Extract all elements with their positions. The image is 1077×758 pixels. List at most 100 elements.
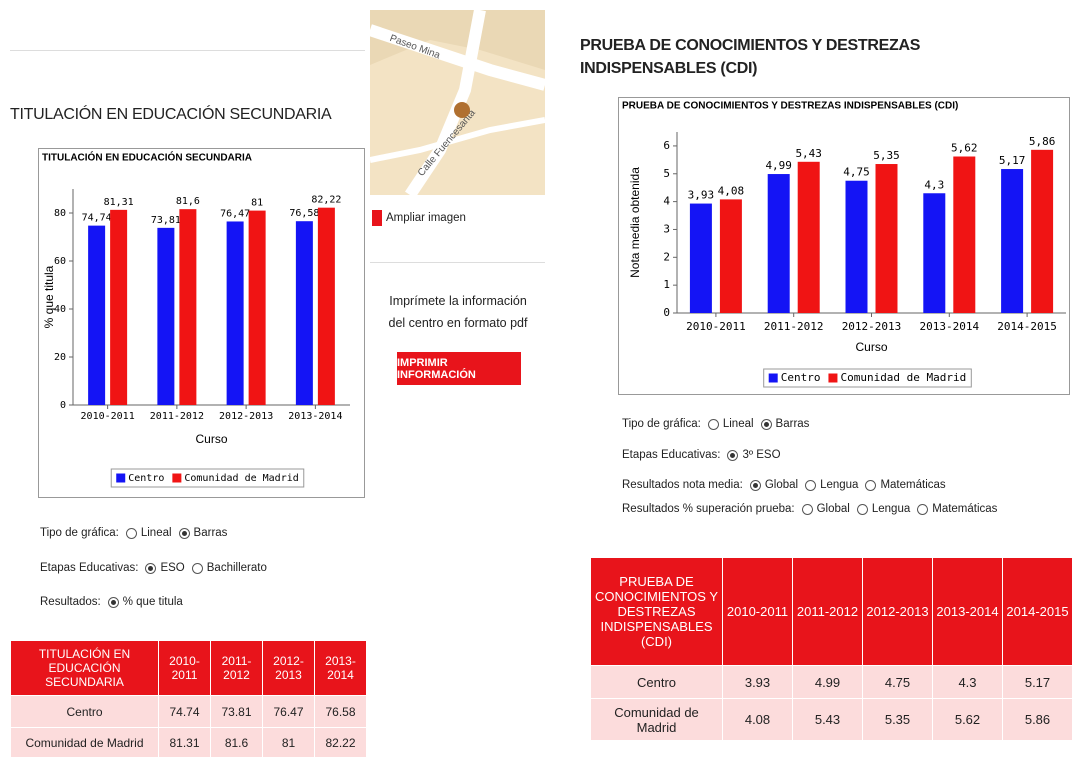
radio-label[interactable]: 3º ESO bbox=[742, 449, 781, 461]
chart-title: TITULACIÓN EN EDUCACIÓN SECUNDARIA bbox=[42, 151, 252, 164]
value-label: 4,3 bbox=[924, 178, 944, 191]
x-tick-label: 2011-2012 bbox=[764, 320, 824, 333]
radio-label[interactable]: Bachillerato bbox=[206, 562, 267, 574]
table-cell: 3.93 bbox=[722, 665, 793, 699]
bar bbox=[719, 199, 742, 313]
header-cell: 2010-2011 bbox=[158, 640, 211, 696]
value-label: 5,62 bbox=[951, 142, 978, 155]
print-button[interactable]: IMPRIMIR INFORMACIÓN bbox=[397, 352, 521, 385]
header-row: PRUEBA DE CONOCIMIENTOS Y DESTREZAS INDI… bbox=[590, 557, 1073, 666]
radio[interactable] bbox=[727, 449, 739, 461]
option-row: Etapas Educativas: 3º ESO bbox=[622, 449, 781, 461]
radio[interactable] bbox=[865, 479, 877, 491]
data-table: PRUEBA DE CONOCIMIENTOS Y DESTREZAS INDI… bbox=[590, 557, 1073, 741]
bar bbox=[179, 209, 197, 405]
radio[interactable] bbox=[805, 479, 817, 491]
table-row: Centro 74.74 73.81 76.47 76.58 bbox=[10, 695, 367, 728]
radio-label[interactable]: Lineal bbox=[722, 418, 754, 430]
bar bbox=[110, 209, 128, 405]
divider bbox=[10, 50, 365, 51]
radio-label[interactable]: Lineal bbox=[140, 527, 172, 539]
header-cell: 2013-2014 bbox=[932, 557, 1003, 666]
y-tick-label: 4 bbox=[663, 195, 670, 208]
option-label: Resultados: bbox=[40, 596, 101, 608]
value-label: 5,17 bbox=[999, 154, 1026, 167]
value-label: 73,81 bbox=[151, 215, 181, 226]
option-label: Etapas Educativas: bbox=[40, 562, 139, 574]
option-label: Tipo de gráfica: bbox=[40, 527, 119, 539]
radio-label[interactable]: Matemáticas bbox=[932, 503, 998, 515]
header-cell: 2012-2013 bbox=[862, 557, 933, 666]
option-label: Tipo de gráfica: bbox=[622, 418, 701, 430]
radio-label[interactable]: Global bbox=[764, 479, 799, 491]
radio[interactable] bbox=[125, 527, 137, 539]
radio[interactable] bbox=[145, 562, 157, 574]
value-label: 4,75 bbox=[843, 166, 870, 179]
bar bbox=[317, 207, 335, 405]
radio-label[interactable]: % que titula bbox=[122, 596, 183, 608]
option-row: Resultados % superación prueba: Global Len… bbox=[622, 503, 997, 515]
x-tick-label: 2013-2014 bbox=[919, 320, 979, 333]
bar bbox=[248, 210, 266, 405]
header-cell: TITULACIÓN EN EDUCACIÓN SECUNDARIA bbox=[10, 640, 159, 696]
table-cell: 76.58 bbox=[314, 695, 367, 728]
table-cell: Comunidad de Madrid bbox=[10, 727, 159, 758]
bar bbox=[1031, 149, 1054, 313]
table-cell: 82.22 bbox=[314, 727, 367, 758]
radio[interactable] bbox=[107, 596, 119, 608]
y-tick-label: 1 bbox=[663, 278, 670, 291]
bar bbox=[845, 180, 868, 313]
x-tick-label: 2012-2013 bbox=[219, 411, 273, 422]
map[interactable]: Paseo Mina Calle Fuencesanta bbox=[370, 10, 545, 195]
option-label: Resultados nota media: bbox=[622, 479, 743, 491]
table-cell: 81.6 bbox=[210, 727, 263, 758]
radio-label[interactable]: Lengua bbox=[820, 479, 859, 491]
radio-label[interactable]: Barras bbox=[193, 527, 228, 539]
bar bbox=[295, 221, 313, 405]
table-cell: 76.47 bbox=[262, 695, 315, 728]
radio[interactable] bbox=[917, 503, 929, 515]
print-text: Imprímete la información del centro en f… bbox=[388, 294, 528, 330]
radio[interactable] bbox=[707, 418, 719, 430]
radio-label[interactable]: Global bbox=[816, 503, 850, 515]
bar bbox=[1001, 169, 1024, 313]
section-title: PRUEBA DE CONOCIMIENTOS Y DESTREZAS INDI… bbox=[580, 37, 921, 77]
header-cell: 2012-2013 bbox=[262, 640, 315, 696]
table-cell: 5.86 bbox=[1002, 698, 1073, 741]
radio[interactable] bbox=[856, 503, 868, 515]
header-row: TITULACIÓN EN EDUCACIÓN SECUNDARIA 2010-2… bbox=[10, 640, 367, 696]
radio[interactable] bbox=[760, 418, 772, 430]
radio-label[interactable]: Lengua bbox=[871, 503, 911, 515]
legend-swatch bbox=[768, 373, 778, 383]
y-tick-label: 2 bbox=[663, 250, 670, 263]
x-tick-label: 2012-2013 bbox=[842, 320, 902, 333]
legend-swatch bbox=[116, 473, 126, 483]
data-table: TITULACIÓN EN EDUCACIÓN SECUNDARIA 2010-2… bbox=[10, 640, 367, 758]
x-axis-label: Curso bbox=[855, 340, 887, 354]
y-tick-label: 40 bbox=[54, 304, 66, 315]
radio-label[interactable]: ESO bbox=[160, 562, 185, 574]
header-cell: 2010-2011 bbox=[722, 557, 793, 666]
divider bbox=[370, 262, 545, 263]
value-label: 74,74 bbox=[82, 213, 112, 224]
radio-label[interactable]: Matemáticas bbox=[880, 479, 946, 491]
radio-label[interactable]: Barras bbox=[775, 418, 810, 430]
option-row: Resultados nota media: Global Lengua Matemá… bbox=[622, 479, 946, 491]
section-title: TITULACIÓN EN EDUCACIÓN SECUNDARIA bbox=[10, 106, 332, 123]
radio[interactable] bbox=[749, 479, 761, 491]
radio[interactable] bbox=[191, 562, 203, 574]
radio[interactable] bbox=[178, 527, 190, 539]
legend-frame bbox=[763, 368, 972, 388]
bar bbox=[226, 221, 244, 405]
radio[interactable] bbox=[801, 503, 813, 515]
bar bbox=[923, 193, 946, 313]
x-tick-label: 2010-2011 bbox=[81, 411, 135, 422]
marker-icon bbox=[372, 210, 382, 226]
y-axis-label: Nota media obtenida bbox=[628, 167, 642, 278]
x-tick-label: 2011-2012 bbox=[150, 411, 204, 422]
table-cell: 74.74 bbox=[158, 695, 211, 728]
value-label: 5,35 bbox=[873, 149, 900, 162]
link[interactable]: Ampliar imagen bbox=[386, 212, 466, 224]
x-tick-label: 2010-2011 bbox=[686, 320, 746, 333]
